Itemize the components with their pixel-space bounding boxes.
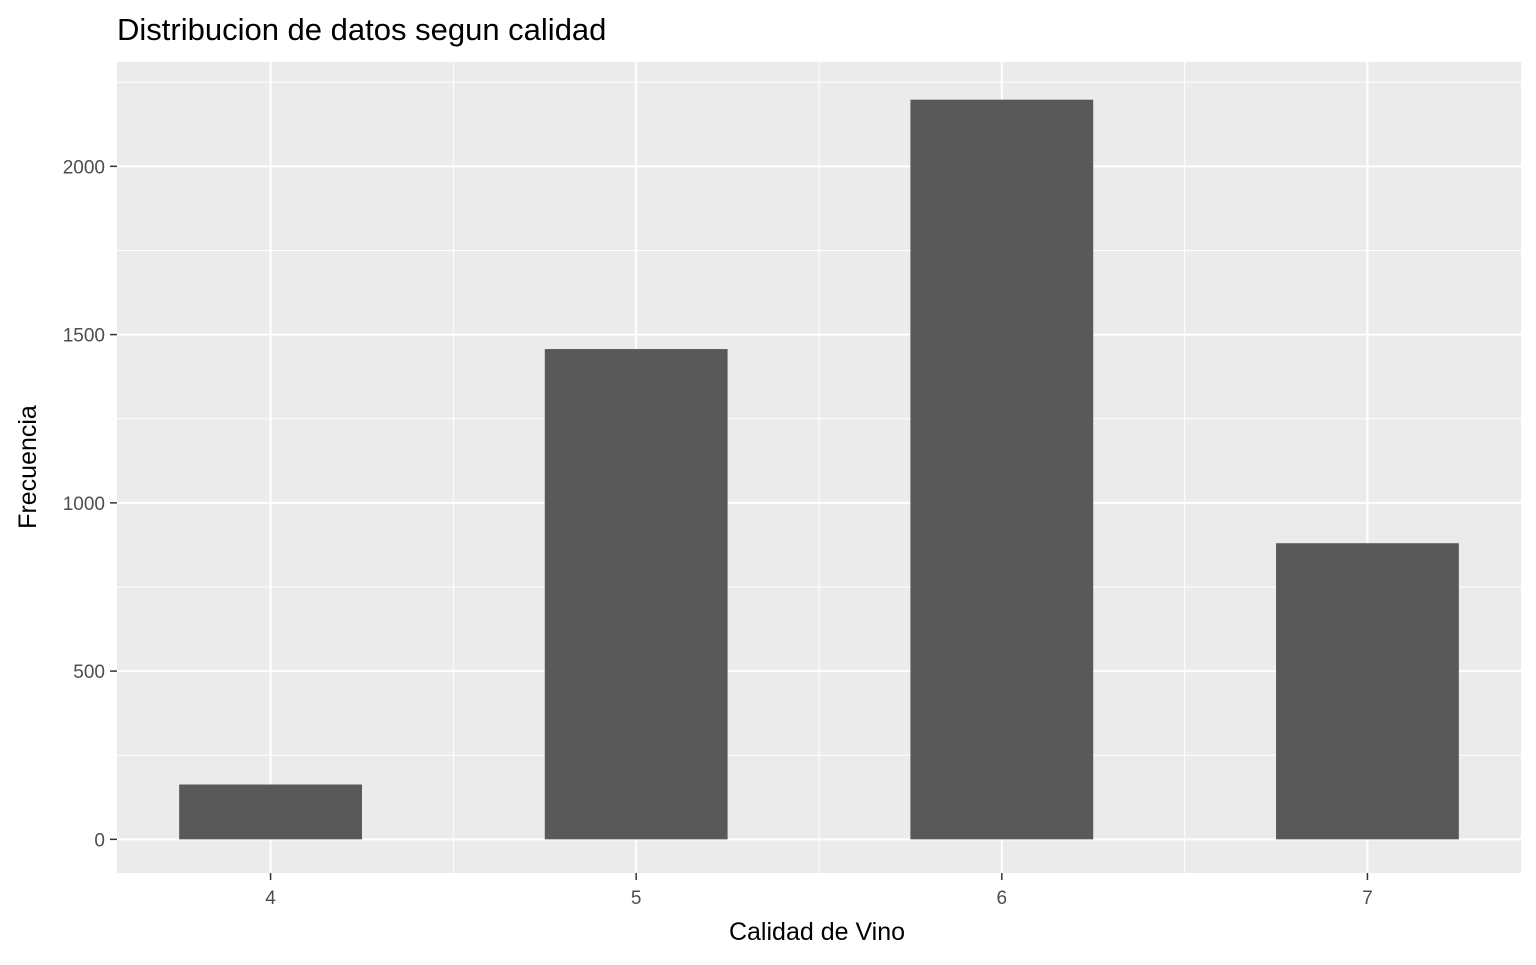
- chart-title: Distribucion de datos segun calidad: [117, 12, 606, 47]
- bar-4: [179, 784, 362, 840]
- y-axis: 0 500 1000 1500 2000: [63, 157, 117, 851]
- bar-6: [910, 99, 1094, 840]
- y-axis-title: Frecuencia: [14, 405, 42, 529]
- y-tick-label: 1000: [63, 494, 105, 515]
- bars: [179, 99, 1459, 840]
- y-tick-label: 500: [73, 662, 105, 683]
- y-tick-label: 2000: [63, 157, 105, 178]
- x-axis: 4 5 6 7: [265, 873, 1373, 909]
- x-tick-label: 6: [997, 888, 1008, 909]
- y-tick-label: 1500: [63, 326, 105, 347]
- y-tick-label: 0: [94, 830, 105, 851]
- minor-gridlines: [117, 62, 1521, 873]
- bar-5: [544, 349, 728, 840]
- x-tick-label: 7: [1362, 888, 1373, 909]
- bar-7: [1276, 543, 1459, 840]
- x-axis-title: Calidad de Vino: [729, 918, 905, 946]
- x-tick-label: 5: [631, 888, 642, 909]
- x-tick-label: 4: [265, 888, 276, 909]
